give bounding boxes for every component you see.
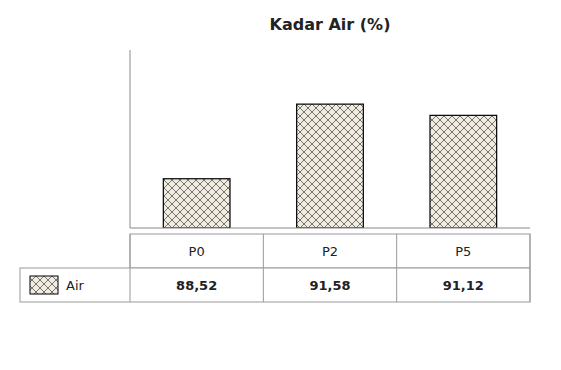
bar [297,104,364,228]
table-divider [530,234,531,302]
title: Kadar Air (%) [270,15,391,34]
legend-label: Air [66,278,85,293]
data-table: P0 P2 P5 Air 88,52 91,58 91,12 [20,234,530,302]
table-value-row [20,268,530,302]
table-header-row [130,234,530,268]
table-divider [396,234,397,302]
data-label: 91,58 [309,278,350,293]
table-divider [130,234,131,302]
category-label: P0 [189,244,205,259]
category-label: P2 [322,244,338,259]
data-label: 91,12 [443,278,484,293]
bars [163,104,496,228]
data-label: 88,52 [176,278,217,293]
table-divider [263,234,264,302]
category-label: P5 [455,244,471,259]
chart-container: Kadar Air (%) P0 P2 P5 Air 88,52 91,58 91,12 [0,0,561,370]
bar [163,179,230,228]
y-axis-line [130,50,131,228]
x-axis-line [130,228,530,229]
bar [430,115,497,228]
legend-swatch [30,276,58,294]
chart-svg: Kadar Air (%) P0 P2 P5 Air 88,52 91,58 91,12 [0,0,561,370]
